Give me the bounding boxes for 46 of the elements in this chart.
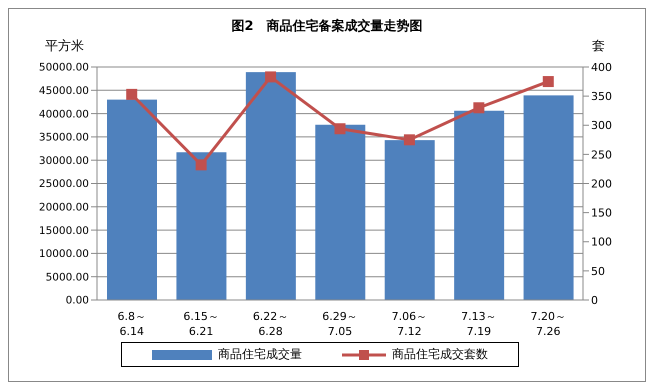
x-tick-label: 7.13～ 7.19: [461, 310, 497, 338]
y-tick-label: 40000.00: [38, 108, 89, 120]
y2-tick-label: 250: [591, 148, 612, 162]
x-tick-label: 7.06～ 7.12: [392, 310, 428, 338]
y2-tick-label: 100: [591, 236, 612, 249]
bar: [524, 95, 574, 300]
y2-tick-label: 150: [591, 206, 612, 220]
point: [473, 102, 484, 114]
bar: [176, 152, 226, 300]
y-axis-title: 平方米: [45, 38, 84, 55]
legend-label: 商品住宅成交套数: [391, 346, 488, 363]
y-tick-label: 25000.00: [38, 178, 89, 190]
point: [265, 71, 276, 82]
y2-tick-label: 400: [591, 60, 612, 74]
x-tick-label: 6.29～ 7.05: [322, 310, 358, 338]
y2-tick-label: 0: [591, 294, 598, 307]
bar: [107, 100, 157, 300]
y-tick-label: 35000.00: [38, 132, 89, 144]
y-tick-label: 0.00: [66, 294, 89, 307]
y2-tick-label: 350: [591, 90, 612, 104]
y-tick-label: 30000.00: [38, 154, 89, 167]
bar: [315, 124, 366, 300]
y2-tick-label: 300: [591, 119, 612, 132]
x-tick-label: 6.15～ 6.21: [183, 310, 219, 338]
x-tick-label: 6.22～ 6.28: [252, 310, 288, 338]
x-tick-label: 6.8～ 6.14: [117, 310, 146, 338]
y2-axis-title: 套: [592, 38, 605, 55]
y-tick-label: 20000.00: [38, 202, 89, 214]
legend-label: 商品住宅成交量: [217, 346, 302, 363]
point: [542, 76, 554, 88]
chart-title: 图2 商品住宅备案成交量走势图: [230, 18, 424, 35]
bar: [246, 72, 296, 300]
x-tick-label: 7.20～ 7.26: [530, 310, 566, 338]
y-tick-label: 10000.00: [38, 248, 89, 260]
y-tick-label: 50000.00: [38, 62, 89, 74]
y2-tick-label: 50: [591, 264, 605, 278]
point: [404, 134, 415, 146]
y-tick-label: 15000.00: [38, 224, 89, 237]
point: [334, 123, 346, 134]
bar: [454, 110, 504, 300]
point: [126, 88, 138, 100]
y-tick-label: 5000.00: [46, 271, 89, 284]
point: [196, 159, 207, 170]
y-tick-label: 45000.00: [38, 85, 89, 98]
y2-tick-label: 200: [591, 177, 612, 190]
bar: [384, 140, 435, 300]
